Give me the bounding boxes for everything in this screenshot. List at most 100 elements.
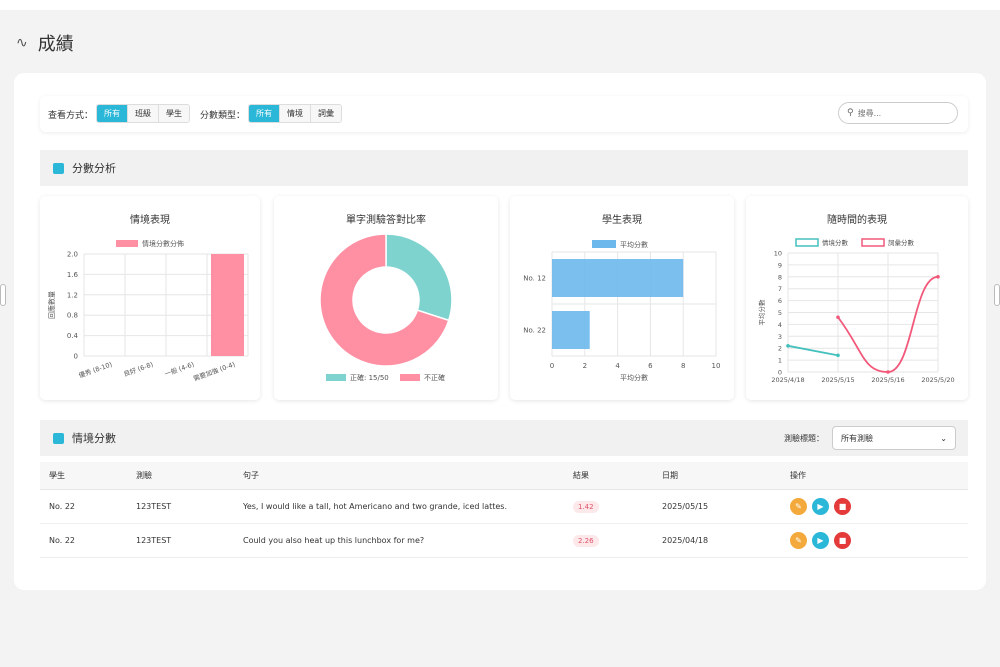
header-date: 日期 (662, 471, 678, 480)
delete-button[interactable]: ■ (834, 532, 851, 549)
page-header: ∿ 成績 (16, 30, 74, 56)
x-tick-label: 一般 (4-6) (163, 359, 195, 378)
vocab-accuracy-card: 單字測驗答對比率 正確: 15/50 不正確 (274, 196, 498, 400)
y-tick-label: No. 22 (523, 327, 546, 335)
view-all-button[interactable]: 所有 (97, 105, 128, 122)
test-filter: 測驗標題： 所有測驗 ⌄ (784, 426, 956, 450)
x-tick-label: 2025/4/18 (771, 376, 804, 384)
y-tick-label: 0.4 (67, 332, 79, 340)
delete-button[interactable]: ■ (834, 498, 851, 515)
x-tick-label: 2025/5/16 (871, 376, 904, 384)
search-input[interactable] (857, 108, 943, 118)
chart-title: 情境表現 (130, 215, 170, 226)
header-result: 結果 (573, 471, 589, 480)
bar-chart-icon (53, 162, 64, 174)
row-result-badge: 1.42 (573, 500, 599, 513)
view-student-button[interactable]: 學生 (159, 105, 189, 122)
scores-header: 情境分數 測驗標題： 所有測驗 ⌄ (40, 420, 968, 456)
x-tick-label: 10 (712, 362, 721, 370)
view-mode-group: 所有 班級 學生 (96, 104, 190, 123)
test-select[interactable]: 所有測驗 ⌄ (832, 426, 956, 450)
page-title: 成績 (37, 34, 74, 55)
right-edge-handle[interactable] (994, 284, 1000, 306)
x-tick-label: 良好 (6-8) (122, 359, 154, 378)
legend-label: 情境分數 (822, 238, 849, 247)
pie-slice (385, 233, 453, 322)
legend-swatch (400, 374, 420, 381)
score-all-button[interactable]: 所有 (249, 105, 280, 122)
edit-button[interactable]: ✎ (790, 532, 807, 549)
x-tick-label: 4 (615, 362, 620, 370)
y-tick-label: 0 (778, 369, 782, 377)
score-scenario-button[interactable]: 情境 (280, 105, 311, 122)
x-tick-label: 需要加強 (0-4) (192, 359, 236, 382)
activity-icon: ∿ (16, 35, 28, 51)
pie-slice (319, 233, 450, 367)
analysis-title: 分數分析 (72, 162, 116, 175)
search-icon: ⚲ (847, 108, 854, 118)
bar (552, 311, 590, 349)
trash-icon: ■ (838, 536, 847, 545)
filter-bar: 查看方式： 所有 班級 學生 分數類型： 所有 情境 詞彙 ⚲ (40, 96, 968, 132)
x-tick-label: 2025/5/15 (821, 376, 854, 384)
y-tick-label: 3 (778, 333, 782, 341)
y-tick-label: 2 (778, 345, 782, 353)
pencil-icon: ✎ (795, 536, 802, 545)
left-edge-handle[interactable] (0, 284, 6, 306)
row-sentence: Yes, I would like a tall, hot Americano … (243, 502, 508, 511)
vocab-accuracy-chart: 正確: 15/50 不正確 (319, 233, 453, 382)
legend-swatch (861, 238, 885, 247)
scenario-performance-chart: 情境分數分佈 0 0.4 0.8 1.2 1.6 2.0 優秀 (8-10) 良好 (6-8) 一… (47, 239, 249, 383)
row-result-badge: 2.26 (573, 534, 599, 547)
legend-label: 正確: 15/50 (350, 373, 389, 382)
clapperboard-icon (53, 432, 64, 444)
bar (211, 254, 244, 356)
y-tick-label: 4 (778, 321, 782, 329)
search-box[interactable]: ⚲ (838, 102, 958, 124)
top-bar (0, 0, 1000, 10)
y-tick-label: No. 12 (523, 275, 546, 283)
x-tick-label: 2025/5/20 (921, 376, 954, 384)
legend-swatch (795, 238, 819, 247)
play-icon: ▶ (817, 536, 824, 545)
header-sentence: 句子 (243, 471, 259, 480)
y-axis-label: 平均分數 (757, 299, 766, 326)
header-student: 學生 (49, 471, 65, 480)
x-tick-label: 優秀 (8-10) (77, 359, 113, 379)
x-axis-label: 平均分數 (620, 373, 648, 382)
legend-swatch (592, 240, 616, 248)
x-tick-label: 0 (550, 362, 554, 370)
header-test: 測驗 (136, 471, 152, 480)
scores-table: 學生 測驗 句子 結果 日期 操作 No. 22 123TEST Yes, I … (40, 462, 968, 558)
y-tick-label: 1.6 (67, 271, 79, 279)
y-tick-label: 1.2 (67, 291, 78, 299)
series-line (787, 344, 839, 357)
legend-label: 情境分數分佈 (142, 239, 184, 248)
row-student: No. 22 (49, 536, 76, 545)
play-button[interactable]: ▶ (812, 532, 829, 549)
y-axis-label: 回應數量 (47, 291, 56, 319)
chart-title: 單字測驗答對比率 (346, 215, 426, 226)
legend-label: 平均分數 (620, 240, 648, 249)
chart-title: 學生表現 (602, 215, 642, 226)
table-row: No. 22 123TEST Could you also heat up th… (40, 524, 968, 558)
y-tick-label: 0.8 (67, 312, 78, 320)
y-tick-label: 5 (778, 309, 782, 317)
view-class-button[interactable]: 班級 (128, 105, 159, 122)
y-tick-label: 10 (774, 250, 782, 258)
y-tick-label: 9 (778, 261, 782, 269)
score-vocab-button[interactable]: 詞彙 (311, 105, 341, 122)
student-performance-chart: 平均分數 0 2 4 6 8 10 No. 12 No. 22 平均分數 (523, 240, 721, 382)
series-line (837, 275, 939, 373)
x-tick-label: 6 (648, 362, 653, 370)
play-icon: ▶ (817, 502, 824, 511)
play-button[interactable]: ▶ (812, 498, 829, 515)
y-tick-label: 2.0 (67, 251, 78, 259)
analysis-header: 分數分析 (40, 150, 968, 186)
y-tick-label: 8 (778, 273, 782, 281)
scores-title: 情境分數 (72, 432, 116, 445)
row-student: No. 22 (49, 502, 76, 511)
bar (552, 259, 684, 297)
row-date: 2025/04/18 (662, 536, 709, 545)
edit-button[interactable]: ✎ (790, 498, 807, 515)
